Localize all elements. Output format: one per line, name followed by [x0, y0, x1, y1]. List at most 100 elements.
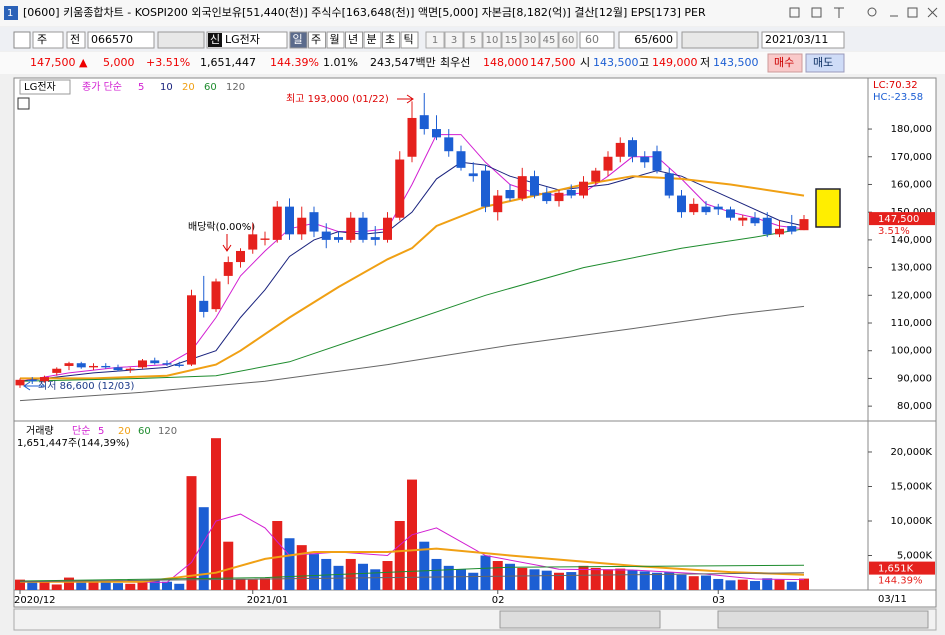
period-button[interactable]: [400, 31, 419, 49]
interval-button[interactable]: [463, 31, 483, 49]
last-rate: 3.51%: [878, 226, 910, 237]
volume-bar: [174, 583, 185, 590]
candle-body: [15, 379, 25, 386]
last-volume-rate: 144.39%: [878, 576, 923, 587]
interval-button[interactable]: [558, 31, 578, 49]
date-box[interactable]: [761, 31, 845, 49]
volume-bar: [247, 579, 258, 590]
ma-legend: 20: [118, 426, 131, 437]
ma-legend: 120: [158, 426, 177, 437]
candle-body: [223, 262, 233, 276]
interval-select-text: 60: [585, 33, 599, 46]
chart-tools[interactable]: [681, 31, 759, 49]
code: 066570: [91, 33, 133, 46]
candle-body: [248, 234, 258, 250]
volume-ma-label: 단순: [72, 425, 90, 437]
market-button[interactable]: [66, 31, 86, 49]
period-button[interactable]: [289, 31, 308, 49]
candle-body: [309, 212, 319, 232]
candle-body: [530, 176, 539, 196]
volume-bar: [505, 563, 515, 590]
buy-button[interactable]: [767, 53, 803, 73]
count-box[interactable]: [618, 31, 678, 49]
candle-body: [101, 365, 111, 368]
candle-body: [321, 231, 331, 240]
open: 143,500: [593, 56, 639, 69]
x-tick-label: 03: [712, 595, 725, 606]
zoom-buttons[interactable]: [717, 610, 929, 629]
candle-body: [346, 217, 356, 240]
volume-bar: [737, 579, 748, 590]
volume-bar: [639, 571, 650, 590]
candle-body: [701, 206, 711, 213]
period-button[interactable]: [308, 31, 326, 49]
y-tick-label: 80,000: [897, 401, 932, 412]
candle-body: [689, 203, 699, 213]
period-button[interactable]: [345, 31, 363, 49]
period: 월: [330, 33, 340, 46]
candle-body: [260, 238, 270, 240]
period-button[interactable]: [326, 31, 345, 49]
volume-bar: [762, 578, 773, 590]
count: 65/600: [634, 33, 673, 46]
code-input[interactable]: [87, 31, 155, 49]
y-tick-label: 180,000: [891, 124, 932, 135]
app-icon-digit: 1: [7, 8, 13, 19]
candle-body: [456, 151, 466, 168]
candle-body: [517, 176, 527, 199]
volume-bar: [272, 520, 283, 590]
name-box[interactable]: [206, 31, 288, 49]
low: 143,500: [713, 56, 759, 69]
best-label: 최우선: [440, 56, 470, 69]
volume-bar: [76, 581, 87, 590]
interval-select[interactable]: [579, 31, 615, 49]
interval-button[interactable]: [444, 31, 464, 49]
scroll-buttons[interactable]: [499, 610, 661, 629]
candle-body: [125, 368, 135, 371]
ma-legend: 5: [98, 426, 104, 437]
interval-button[interactable]: [425, 31, 445, 49]
window-controls[interactable]: [789, 7, 938, 18]
candle-body: [174, 364, 184, 366]
dividend-arrow: [222, 234, 232, 252]
y-tick-label: 170,000: [891, 152, 932, 163]
grid-icon[interactable]: [17, 97, 30, 110]
menu-button[interactable]: [13, 31, 31, 49]
y-tick-label: 5,000K: [897, 550, 933, 561]
volume-bar: [468, 572, 479, 590]
interval: 10: [486, 35, 499, 46]
interval-button[interactable]: [501, 31, 521, 49]
tool-icons[interactable]: [157, 31, 205, 49]
interval-button[interactable]: [539, 31, 559, 49]
moving-average: [20, 175, 805, 380]
volume-bar: [345, 558, 356, 590]
volume: 1,651,447: [200, 56, 256, 69]
candle-body: [211, 281, 221, 310]
name-tag-bg: [208, 33, 222, 47]
period-button[interactable]: [382, 31, 400, 49]
date-axis: [13, 589, 937, 608]
volume-bar: [223, 541, 234, 590]
interval: 30: [524, 35, 537, 46]
candle-body: [799, 219, 809, 231]
ma-legend: 60: [204, 82, 217, 93]
candle-body: [615, 142, 625, 157]
amount: 243,547백만: [370, 56, 436, 69]
volume-bar: [370, 569, 381, 590]
title-bar: [0, 0, 945, 26]
y-tick-label: 140,000: [891, 235, 932, 246]
interval-button[interactable]: [520, 31, 540, 49]
code-type-select[interactable]: [32, 31, 64, 49]
scroll-bar[interactable]: [13, 608, 937, 631]
candle-body: [89, 365, 98, 368]
sell-button[interactable]: [805, 53, 845, 73]
interval-button[interactable]: [482, 31, 502, 49]
moving-average: [19, 228, 805, 382]
last-volume: 1,651K: [878, 564, 914, 575]
y-tick-label: 10,000K: [890, 516, 932, 527]
candle-body: [162, 363, 172, 365]
interval: 1: [432, 35, 438, 46]
candle-body: [652, 151, 662, 171]
stock-legend-box: [19, 79, 71, 95]
period-button[interactable]: [363, 31, 382, 49]
